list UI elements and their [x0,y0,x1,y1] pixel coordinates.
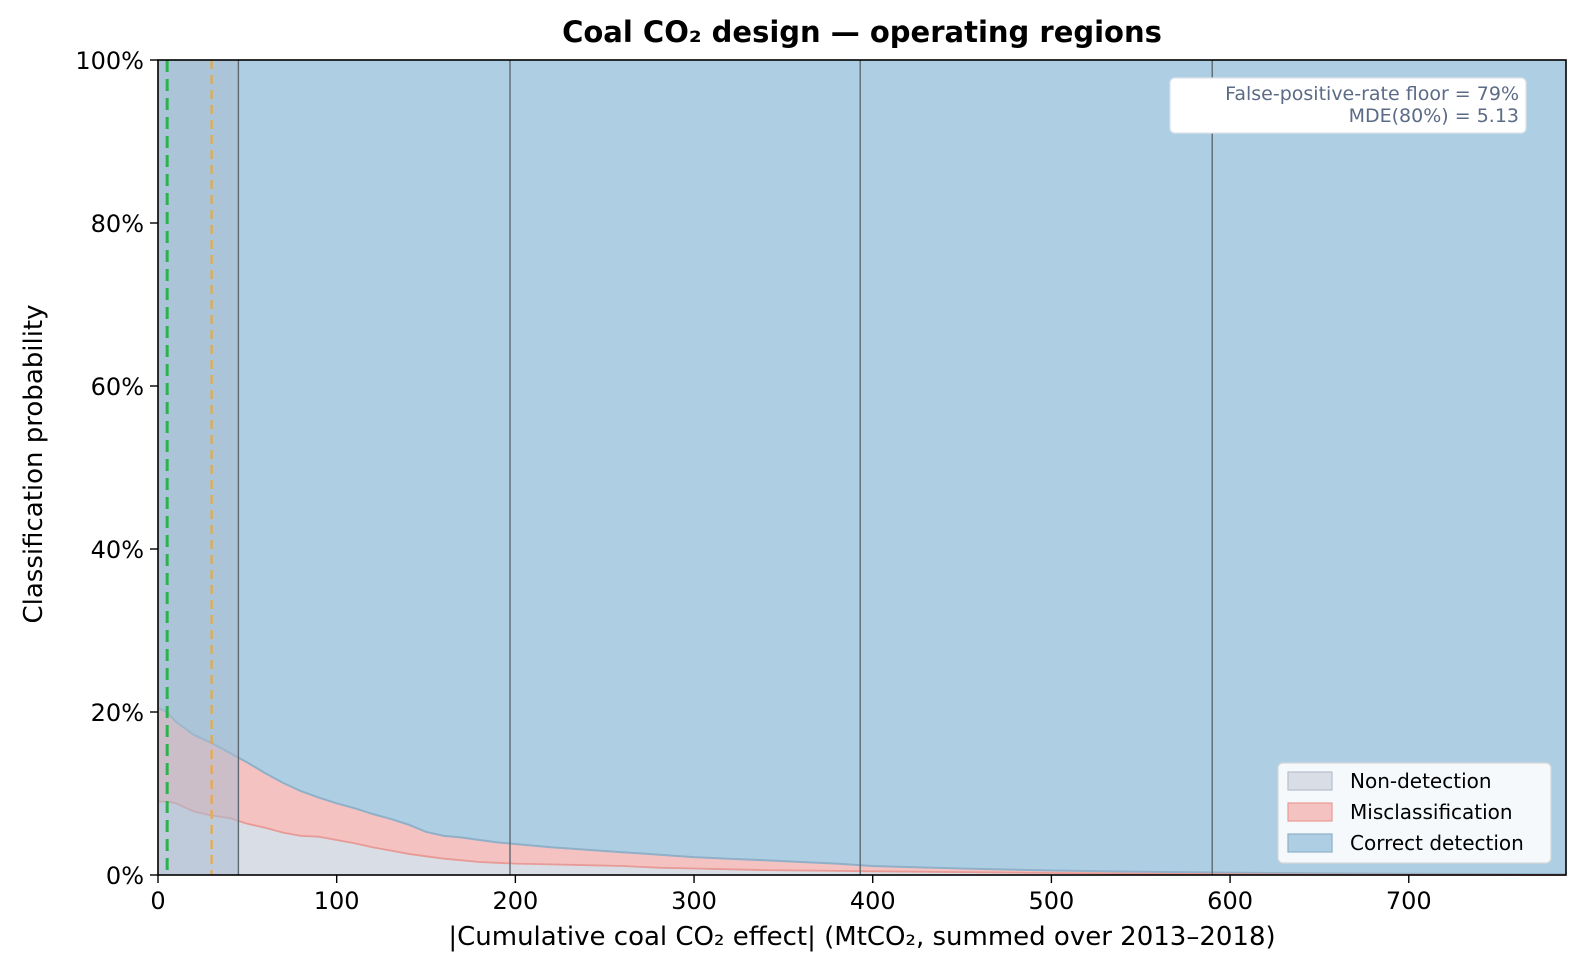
x-tick-label: 500 [1028,887,1074,915]
annotation-box: False-positive-rate floor = 79% MDE(80%)… [1169,77,1527,134]
line-non-detection-boundary [158,800,1567,876]
legend-label-non-detection: Non-detection [1350,769,1492,793]
y-axis: 0% 20% 40% 60% 80% 100% [75,47,158,890]
shaded-band [158,60,239,875]
annotation-mde: MDE(80%) = 5.13 [1349,105,1519,127]
area-non-detection [158,801,1566,875]
legend-swatch-correct-detection [1287,833,1333,853]
legend-swatch-misclassification [1287,802,1333,822]
legend-label-misclassification: Misclassification [1350,800,1513,824]
x-axis-label: |Cumulative coal CO₂ effect| (MtCO₂, sum… [448,922,1275,952]
y-tick-label: 0% [106,862,144,890]
legend-label-correct-detection: Correct detection [1350,831,1524,855]
line-correct-detection-boundary [157,706,1567,876]
legend-swatch-non-detection [1287,771,1333,791]
x-tick-label: 600 [1207,887,1253,915]
y-tick-label: 100% [75,47,144,75]
chart-title: Coal CO₂ design — operating regions [562,15,1162,49]
y-tick-label: 40% [91,536,144,564]
annotation-fpr: False-positive-rate floor = 79% [1225,83,1519,105]
x-tick-label: 700 [1386,887,1432,915]
y-tick-label: 60% [91,373,144,401]
legend: Non-detection Misclassification Correct … [1277,762,1552,864]
x-tick-label: 200 [492,887,538,915]
x-tick-label: 0 [150,887,165,915]
x-tick-label: 300 [671,887,717,915]
vertical-lines [158,60,1213,875]
x-tick-label: 100 [314,887,360,915]
y-axis-label: Classification probability [19,304,49,623]
area-series [157,706,1567,876]
y-tick-label: 20% [91,699,144,727]
legend-background [1277,762,1552,864]
plot-area [158,60,1566,875]
x-axis: 0 100 200 300 400 500 600 700 [150,875,1432,915]
annotation-background [1169,77,1527,134]
plot-frame [157,59,1567,876]
x-tick-label: 400 [850,887,896,915]
area-correct-detection [158,60,1566,875]
y-tick-label: 80% [91,210,144,238]
